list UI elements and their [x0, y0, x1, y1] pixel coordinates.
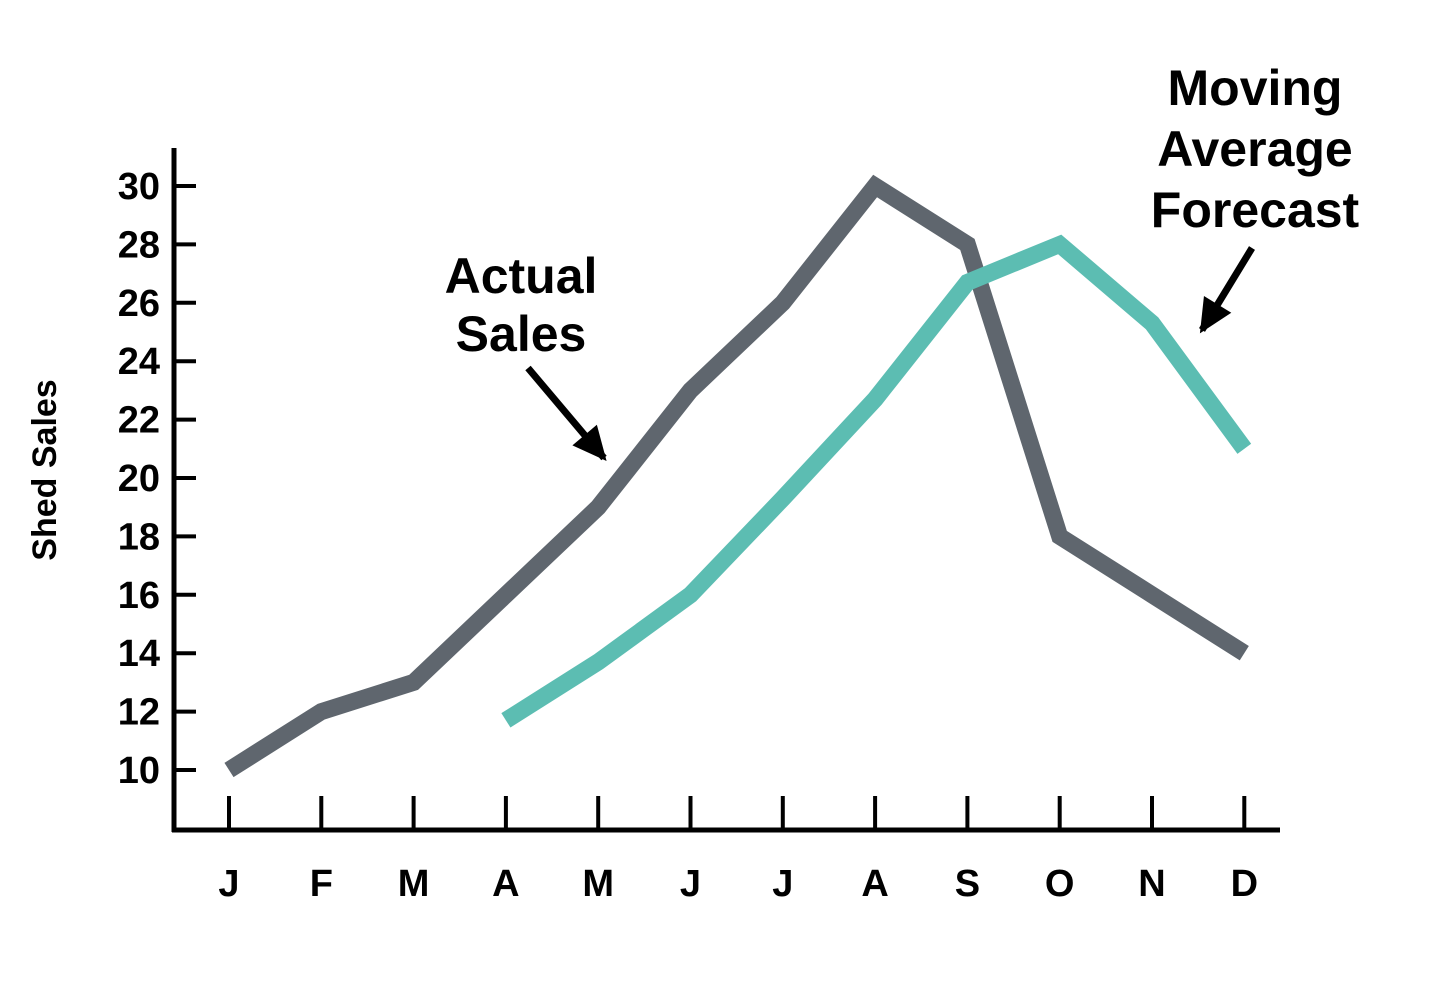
x-tick-label: J — [772, 863, 793, 905]
annotation-text-actual-sales: Sales — [456, 306, 587, 362]
annotation-text-moving-average-forecast: Moving — [1168, 60, 1343, 116]
y-tick-label: 30 — [118, 166, 160, 208]
y-tick-label: 14 — [118, 633, 160, 675]
y-tick-label: 10 — [118, 750, 160, 792]
annotation-text-moving-average-forecast: Forecast — [1151, 182, 1360, 238]
y-tick-label: 22 — [118, 400, 160, 442]
annotation-text-moving-average-forecast: Average — [1157, 121, 1352, 177]
x-tick-label: S — [955, 863, 980, 905]
x-tick-label: D — [1231, 863, 1258, 905]
x-tick-label: O — [1045, 863, 1075, 905]
x-tick-label: M — [582, 863, 614, 905]
x-tick-label: A — [861, 863, 888, 905]
x-tick-label: A — [492, 863, 519, 905]
x-tick-label: J — [218, 863, 239, 905]
y-axis-title: Shed Sales — [26, 379, 64, 560]
x-tick-label: F — [310, 863, 333, 905]
annotation-text-actual-sales: Actual — [445, 248, 598, 304]
y-tick-label: 20 — [118, 458, 160, 500]
y-tick-label: 12 — [118, 692, 160, 734]
x-tick-label: M — [398, 863, 430, 905]
y-tick-label: 28 — [118, 224, 160, 266]
y-tick-label: 18 — [118, 516, 160, 558]
y-tick-label: 26 — [118, 283, 160, 325]
y-tick-label: 24 — [118, 341, 160, 383]
x-tick-label: J — [680, 863, 701, 905]
y-tick-label: 16 — [118, 575, 160, 617]
x-tick-label: N — [1138, 863, 1165, 905]
